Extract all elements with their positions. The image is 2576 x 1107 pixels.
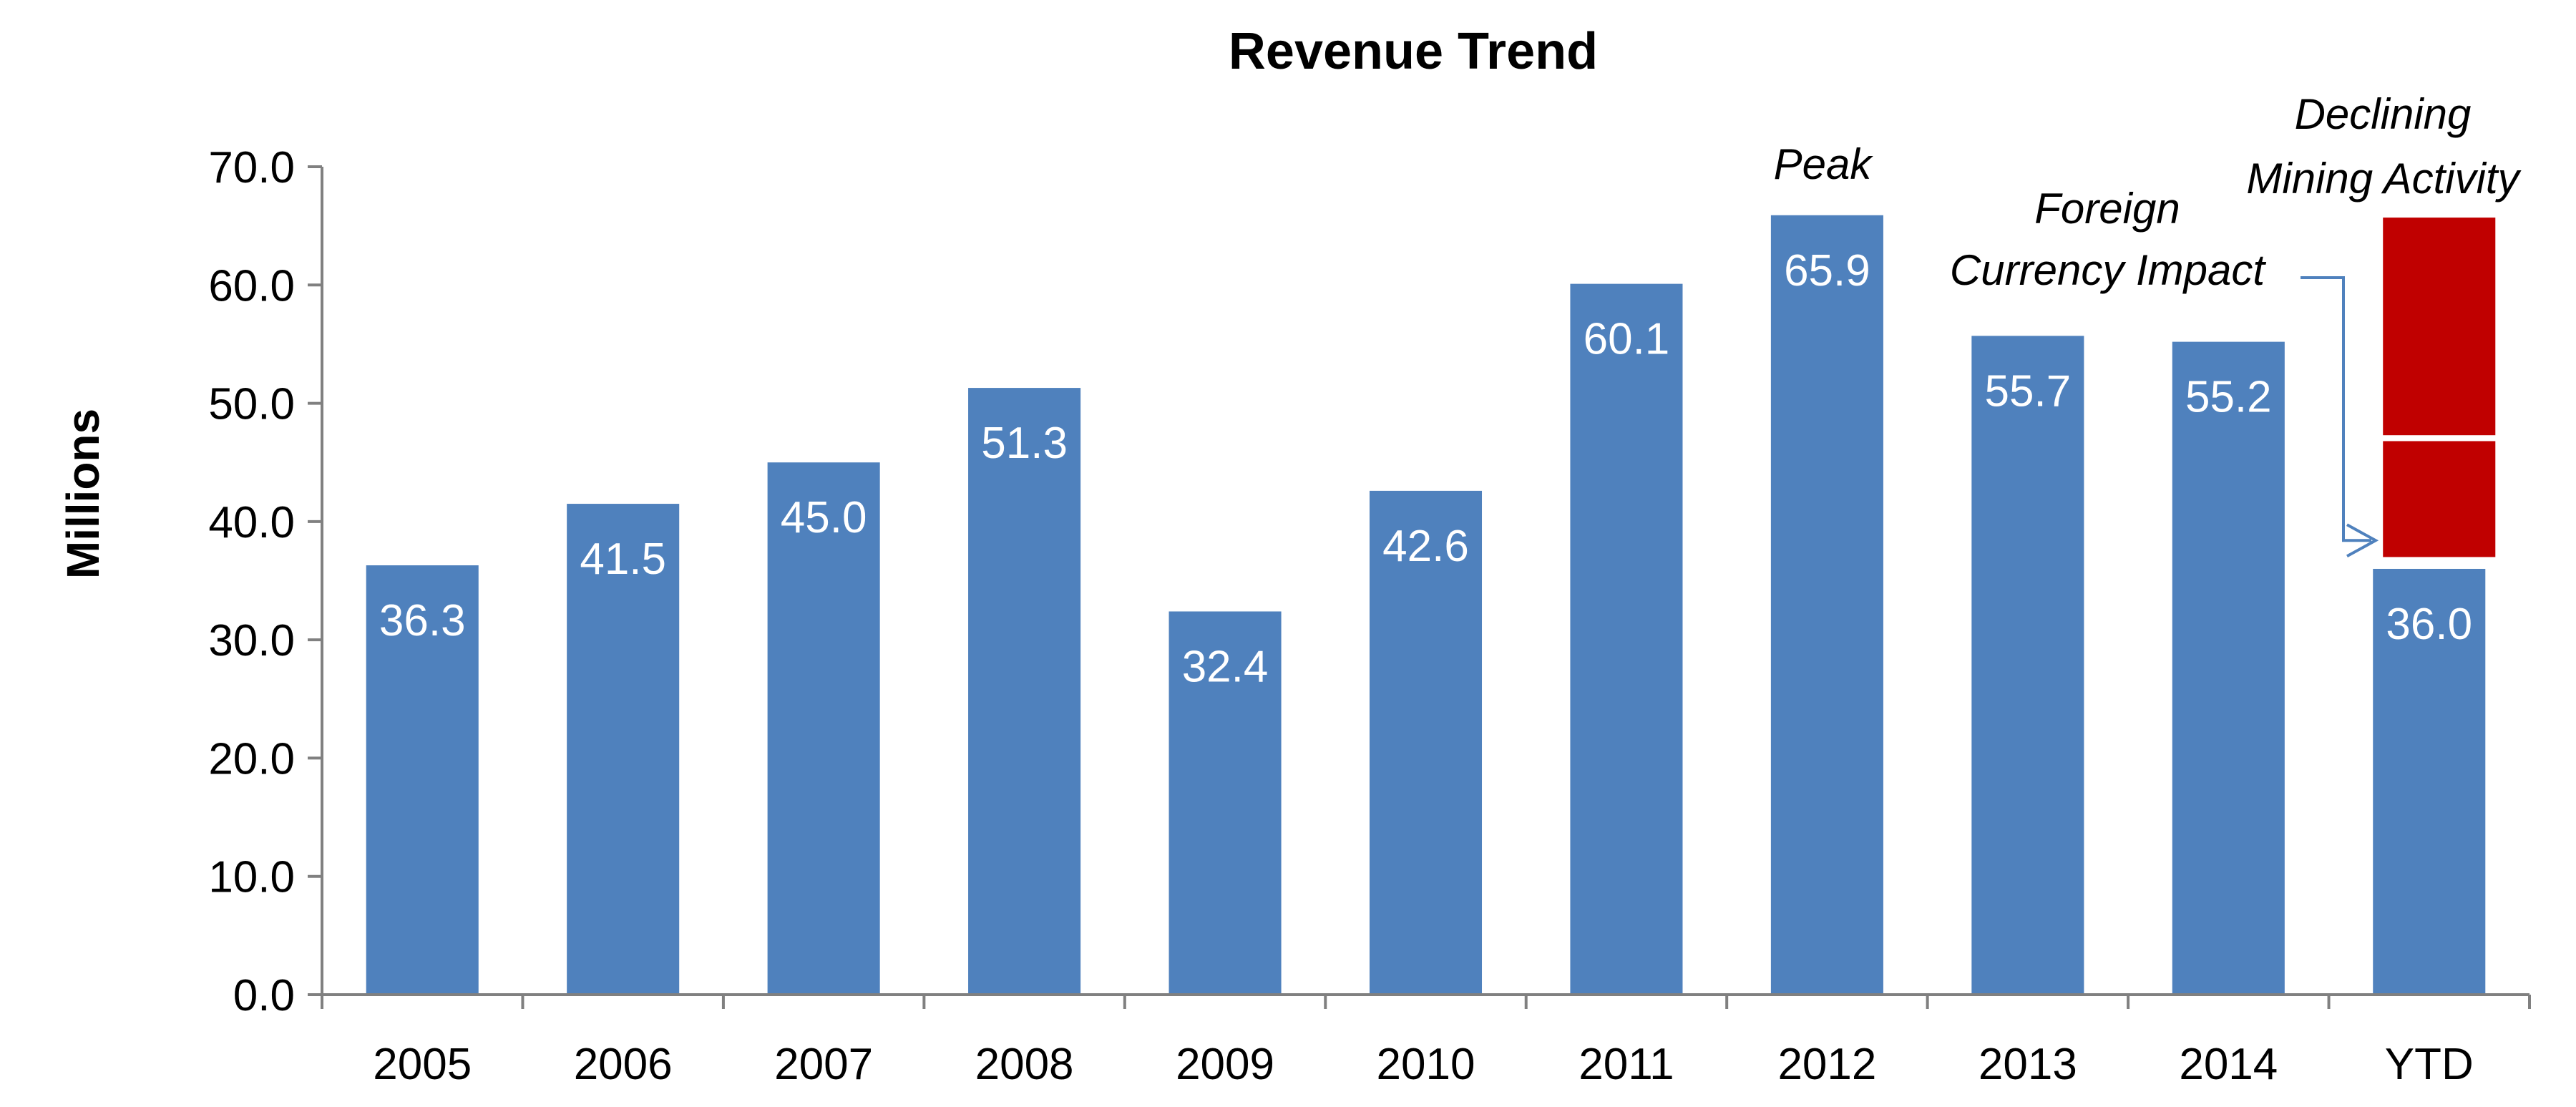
- bar-2014: [2172, 341, 2285, 995]
- data-label-2008: 51.3: [981, 419, 1068, 468]
- x-tick-label: 2013: [1979, 1040, 2077, 1089]
- data-label-2011: 60.1: [1584, 315, 1670, 364]
- data-label-2006: 41.5: [580, 535, 666, 584]
- x-tick-label: YTD: [2385, 1040, 2474, 1089]
- annotation-declining-line1: Declining: [2295, 90, 2472, 138]
- bar-2010: [1369, 490, 1483, 995]
- chart-title: Revenue Trend: [1229, 23, 1598, 80]
- y-tick-label: 50.0: [208, 380, 295, 429]
- bar-2006: [567, 504, 680, 995]
- data-label-2012: 65.9: [1784, 246, 1870, 296]
- data-label-2013: 55.7: [1985, 366, 2072, 416]
- bar-2013: [1971, 336, 2084, 995]
- x-tick-label: 2006: [574, 1040, 673, 1089]
- annotation-foreign-line1: Foreign: [2034, 185, 2180, 233]
- data-label-2010: 42.6: [1382, 522, 1469, 571]
- bars: 36.3 41.5 45.0 51.3 32.4 42.6 60.1 65.9 55.7 55.2…: [366, 215, 2486, 995]
- bar-2007: [767, 462, 880, 995]
- x-tick-label: 2012: [1777, 1040, 1876, 1089]
- x-tick-label: 2007: [774, 1040, 873, 1089]
- bar-2005: [366, 565, 479, 995]
- x-tick-label: 2008: [975, 1040, 1074, 1089]
- bar-2011: [1570, 283, 1683, 995]
- data-label-ytd: 36.0: [2386, 600, 2472, 649]
- x-axis: 2005 2006 2007 2008 2009 2010 2011 2012 2013 2014…: [321, 993, 2531, 1089]
- x-tick-label: 2005: [373, 1040, 472, 1089]
- data-label-2009: 32.4: [1182, 642, 1269, 691]
- data-label-2014: 55.2: [2185, 373, 2272, 422]
- y-tick-label: 40.0: [208, 498, 295, 547]
- bar-2009: [1169, 611, 1282, 995]
- y-tick-label: 10.0: [208, 853, 295, 902]
- y-axis: 0.0 10.0 20.0 30.0 40.0 50.0 60.0 70.0: [208, 143, 323, 1020]
- data-label-2005: 36.3: [379, 596, 466, 645]
- y-tick-label: 30.0: [208, 616, 295, 665]
- x-tick-label: 2014: [2179, 1040, 2278, 1089]
- x-tick-label: 2010: [1377, 1040, 1475, 1089]
- ytd-impact-segments: [2383, 218, 2496, 557]
- bar-2012: [1770, 215, 1883, 995]
- connector-line: [2301, 276, 2371, 542]
- bar-2008: [968, 388, 1081, 995]
- y-tick-label: 20.0: [208, 734, 295, 784]
- y-tick-label: 70.0: [208, 143, 295, 192]
- impact-segment-1: [2383, 441, 2496, 557]
- data-label-2007: 45.0: [781, 493, 867, 542]
- annotation-declining-line2: Mining Activity: [2246, 155, 2522, 203]
- impact-segment-2: [2383, 218, 2496, 436]
- annotation-foreign-line2: Currency Impact: [1950, 246, 2266, 294]
- foreign-currency-connector: [2301, 276, 2379, 558]
- y-axis-label: Millions: [57, 409, 109, 579]
- annotation-peak: Peak: [1774, 140, 1874, 188]
- y-tick-label: 0.0: [233, 971, 295, 1020]
- connector-arrowhead: [2346, 523, 2379, 558]
- x-tick-label: 2011: [1579, 1040, 1674, 1089]
- x-tick-label: 2009: [1176, 1040, 1274, 1089]
- y-tick-label: 60.0: [208, 261, 295, 311]
- bar-ytd: [2373, 568, 2486, 995]
